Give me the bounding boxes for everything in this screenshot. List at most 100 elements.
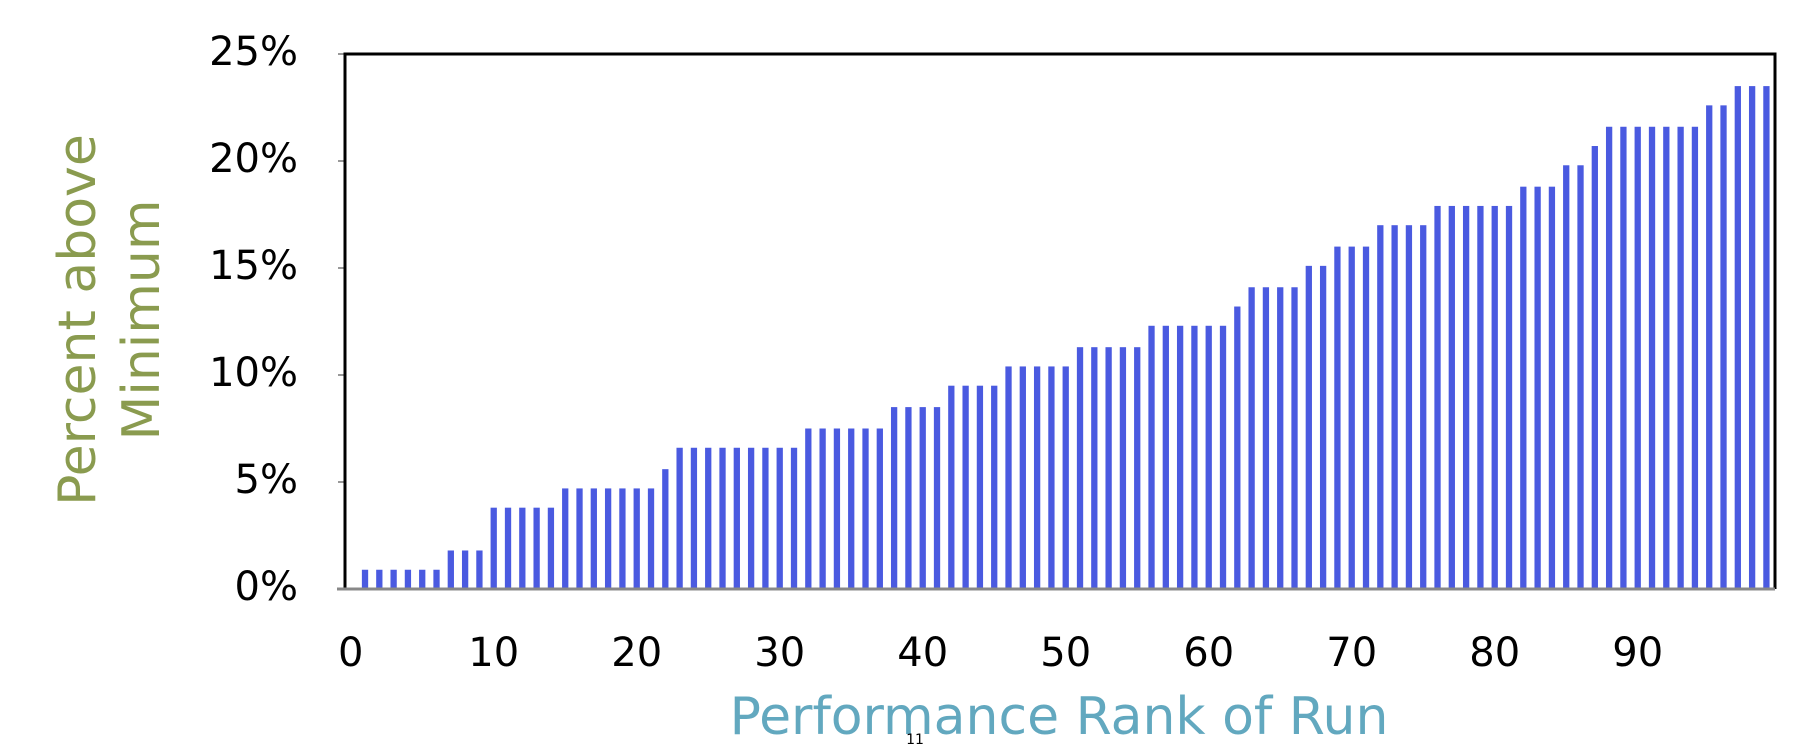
bar — [419, 569, 426, 589]
bar — [1648, 126, 1656, 589]
y-tick-label: 10% — [209, 350, 298, 396]
bar — [404, 569, 412, 589]
bar — [1048, 366, 1055, 589]
bar — [1548, 186, 1556, 589]
bar — [1291, 287, 1298, 589]
bar — [547, 507, 555, 589]
bar — [1248, 287, 1255, 589]
x-tick-label: 90 — [1612, 630, 1663, 676]
y-tick-label: 25% — [209, 29, 298, 75]
bar — [533, 507, 540, 589]
bar — [461, 550, 469, 589]
bar — [633, 488, 640, 589]
bar — [1191, 325, 1198, 589]
bar — [390, 569, 397, 589]
bar — [1319, 265, 1327, 589]
bar — [504, 507, 512, 589]
bar — [1334, 246, 1341, 589]
bar — [576, 488, 583, 589]
y-axis-title-line: Percent above — [48, 134, 108, 506]
bar — [662, 469, 669, 589]
bar — [1119, 347, 1127, 589]
bar — [433, 569, 440, 589]
x-tick-label: 20 — [611, 630, 662, 676]
bar — [1748, 86, 1756, 589]
page-number: 11 — [906, 732, 924, 746]
x-axis-title: Performance Rank of Run — [730, 687, 1389, 746]
bar — [1577, 165, 1584, 589]
bar — [1076, 347, 1084, 589]
bar — [361, 569, 369, 589]
x-tick-label: 60 — [1183, 630, 1234, 676]
x-tick-label: 50 — [1040, 630, 1091, 676]
bar — [490, 507, 497, 589]
bar — [1763, 86, 1770, 589]
bar — [705, 447, 712, 589]
bar — [1477, 205, 1484, 589]
bar — [376, 569, 383, 589]
bar — [519, 507, 526, 589]
bar — [604, 488, 612, 589]
bar — [976, 385, 984, 589]
bar — [562, 488, 569, 589]
bar — [1706, 105, 1713, 590]
bar — [805, 428, 812, 589]
bar — [719, 447, 726, 589]
bar — [1305, 265, 1312, 589]
bar — [1391, 225, 1398, 589]
bar — [1277, 287, 1284, 589]
bar — [1176, 325, 1184, 589]
bar — [1105, 347, 1112, 589]
bar — [1062, 366, 1069, 589]
bar — [747, 447, 755, 589]
bar — [676, 447, 683, 589]
bar — [447, 550, 454, 589]
bar — [790, 447, 798, 589]
bar — [1605, 126, 1613, 589]
bar — [848, 428, 855, 589]
bar — [1434, 205, 1441, 589]
bar — [1262, 287, 1270, 589]
bar — [1405, 225, 1413, 589]
bar — [1563, 165, 1570, 589]
bar — [933, 407, 941, 589]
x-tick-label: 0 — [338, 630, 363, 676]
y-tick-label: 5% — [235, 457, 298, 503]
bar — [1219, 325, 1227, 589]
x-tick-label: 70 — [1326, 630, 1377, 676]
bar — [833, 428, 841, 589]
bar — [1420, 225, 1427, 589]
bar — [590, 488, 597, 589]
bar — [1134, 347, 1141, 589]
y-tick-label: 0% — [235, 564, 298, 610]
bar — [1362, 246, 1370, 589]
bar — [948, 385, 955, 589]
bar — [1620, 126, 1627, 589]
bar — [862, 428, 869, 589]
bar — [776, 447, 783, 589]
bar — [1663, 126, 1670, 589]
bar — [733, 447, 740, 589]
bar — [1005, 366, 1012, 589]
bar — [1634, 126, 1641, 589]
plot-frame — [343, 52, 1777, 589]
bar — [991, 385, 998, 589]
bar — [1148, 325, 1155, 589]
y-tick-label: 15% — [209, 243, 298, 289]
bar — [962, 385, 969, 589]
bar — [1348, 246, 1355, 589]
bar — [876, 428, 883, 589]
bar — [1462, 205, 1470, 589]
bar — [1720, 105, 1727, 590]
bar — [1491, 205, 1498, 589]
bar — [919, 407, 926, 589]
bar — [1534, 186, 1541, 589]
x-tick-label: 30 — [754, 630, 805, 676]
x-tick-label: 80 — [1469, 630, 1520, 676]
bar — [1234, 306, 1241, 589]
bar — [1377, 225, 1384, 589]
bar — [1591, 146, 1598, 589]
bar — [619, 488, 626, 589]
bar — [690, 447, 698, 589]
